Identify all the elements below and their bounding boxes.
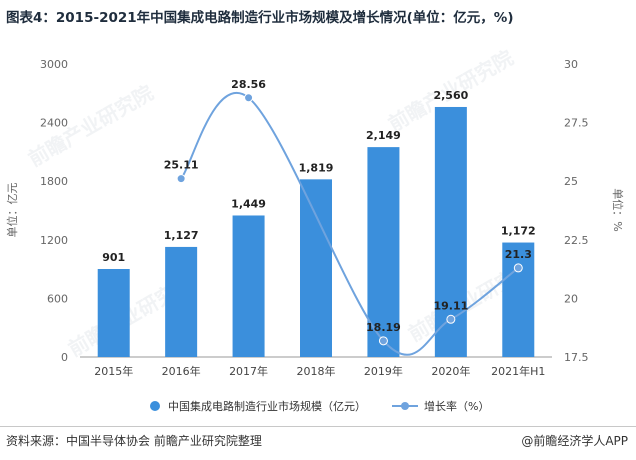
bar (165, 246, 198, 357)
y-tick-label: 3000 (40, 58, 68, 71)
growth-rate-label: 18.19 (366, 321, 401, 334)
bar-value-label: 2,560 (433, 89, 468, 102)
growth-rate-label: 28.56 (231, 78, 266, 91)
growth-rate-line (180, 92, 519, 356)
legend-line-label: 增长率（%） (424, 400, 490, 413)
x-tick-label: 2019年 (364, 364, 403, 378)
growth-rate-label: 25.11 (164, 159, 199, 172)
bar (300, 179, 332, 357)
footer-divider (0, 426, 636, 427)
bar-value-label: 901 (102, 251, 125, 264)
chart-title: 图表4：2015-2021年中国集成电路制造行业市场规模及增长情况(单位：亿元，… (6, 10, 514, 26)
growth-rate-point (176, 174, 186, 184)
growth-rate-point (244, 93, 254, 103)
legend-line-swatch (392, 402, 418, 410)
bar-value-label: 1,127 (164, 229, 199, 242)
y-axis-title: 单位：亿元 (5, 183, 19, 238)
y2-tick-label: 25 (564, 175, 578, 188)
growth-rate-label: 19.11 (433, 299, 468, 312)
growth-rate-point (513, 263, 523, 273)
y-tick-label: 600 (47, 292, 68, 305)
y2-tick-label: 30 (564, 58, 578, 71)
y2-axis-title: 单位：% (611, 188, 625, 231)
growth-rate-point (446, 314, 456, 324)
combo-chart: 0 600 1200 1800 2400 3000 17.5 20 22.5 25 27.5 30 单位… (5, 58, 625, 378)
bar (97, 269, 130, 357)
x-tick-label: 2020年 (431, 364, 470, 378)
y-tick-label: 2400 (40, 117, 68, 130)
y-tick-label: 1800 (40, 175, 68, 188)
bar-value-label: 1,172 (501, 225, 536, 238)
legend-item-line[interactable]: 增长率（%） (392, 398, 489, 414)
x-tick-label: 2021年H1 (491, 364, 545, 378)
x-tick-label: 2017年 (229, 364, 268, 378)
x-tick-label: 2016年 (162, 364, 201, 378)
bar (367, 147, 400, 357)
bar (502, 242, 535, 357)
legend-item-bar[interactable]: 中国集成电路制造行业市场规模（亿元） (150, 398, 366, 414)
legend-bar-swatch (150, 401, 160, 411)
brand-credit: @前瞻经济学人APP (521, 434, 628, 448)
x-tick-label: 2018年 (297, 364, 336, 378)
source-note: 资料来源：中国半导体协会 前瞻产业研究院整理 (6, 434, 262, 448)
y-tick-label: 0 (61, 351, 68, 364)
growth-rate-point (378, 336, 388, 346)
y2-tick-label: 17.5 (564, 351, 589, 364)
growth-rate-label: 21.3 (505, 248, 532, 261)
y2-tick-label: 22.5 (564, 234, 589, 247)
bar (232, 215, 265, 357)
bar-value-label: 2,149 (366, 129, 401, 142)
legend: 中国集成电路制造行业市场规模（亿元） 增长率（%） (150, 398, 515, 414)
x-tick-label: 2015年 (94, 364, 133, 378)
legend-bar-label: 中国集成电路制造行业市场规模（亿元） (168, 400, 366, 413)
y-tick-label: 1200 (40, 234, 68, 247)
bar-value-label: 1,819 (299, 161, 334, 174)
bar-value-label: 1,449 (231, 197, 266, 210)
y2-tick-label: 27.5 (564, 117, 589, 130)
y2-tick-label: 20 (564, 292, 578, 305)
